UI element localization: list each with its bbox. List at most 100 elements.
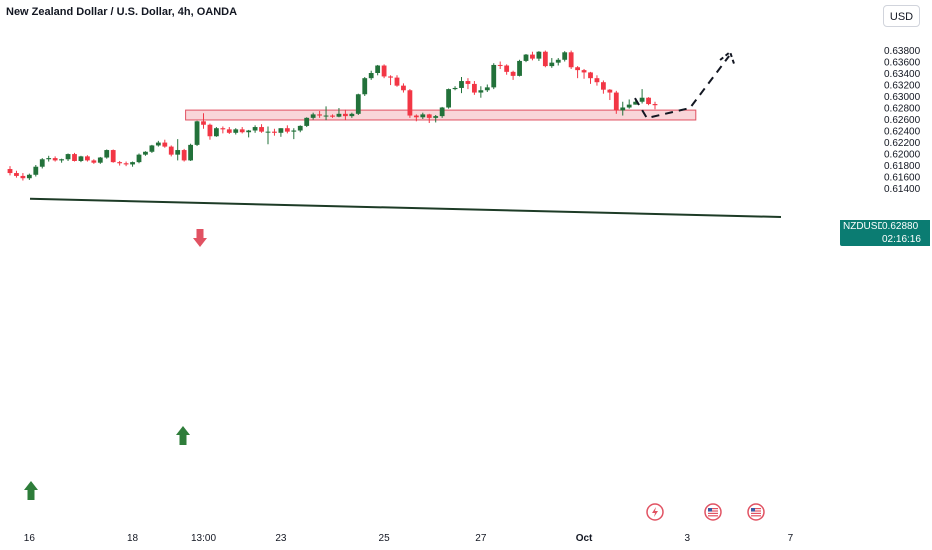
candle-body <box>497 64 503 66</box>
candle-body <box>607 89 613 93</box>
trendline-layer[interactable] <box>29 50 782 218</box>
candles <box>7 50 658 181</box>
x-tick-label: 7 <box>788 533 794 544</box>
candle-body <box>323 115 329 117</box>
projection-path <box>634 55 730 120</box>
candle-body <box>155 142 161 146</box>
candle-body <box>491 64 497 88</box>
candle-body <box>65 154 71 160</box>
candle-body <box>162 142 168 147</box>
candle-body <box>188 144 193 161</box>
candle-body <box>317 114 322 116</box>
candle-body <box>375 65 381 73</box>
candle-body <box>394 77 400 86</box>
candle-body <box>14 173 19 176</box>
y-tick-label: 0.62800 <box>884 104 921 115</box>
candle-body <box>310 114 316 118</box>
y-axis: 0.638000.636000.634000.632000.630000.628… <box>884 46 921 195</box>
candle-body <box>33 166 39 175</box>
candle-body <box>272 131 277 133</box>
candle-body <box>233 129 239 133</box>
candle-body <box>201 121 206 125</box>
candle-body <box>117 162 123 164</box>
candle-body <box>536 51 542 59</box>
candle-body <box>214 128 219 137</box>
x-axis: 16 18 13:00 23 25 27 Oct 3 7 <box>24 533 794 544</box>
candle-body <box>104 150 110 158</box>
candle-body <box>220 128 226 130</box>
y-tick-label: 0.62400 <box>884 127 921 138</box>
lightning-glyph <box>652 507 658 517</box>
y-tick-label: 0.63200 <box>884 81 921 92</box>
x-tick-label: 27 <box>475 533 487 544</box>
candle-body <box>336 113 342 117</box>
candle-body <box>20 175 26 179</box>
candle-body <box>601 82 606 90</box>
candle-body <box>575 67 580 71</box>
chart-title: New Zealand Dollar / U.S. Dollar, 4h, OA… <box>6 6 238 18</box>
candle-body <box>39 159 45 167</box>
candle-body <box>252 127 258 131</box>
candle-body <box>478 90 484 93</box>
candle-body <box>504 65 510 72</box>
candle-body <box>284 128 290 132</box>
candle-body <box>72 154 77 161</box>
y-tick-label: 0.61400 <box>884 184 921 195</box>
flag-stripe <box>708 508 718 510</box>
candle-body <box>149 145 155 152</box>
arrow-up-icon-stem <box>179 435 187 445</box>
candle-body <box>439 107 445 117</box>
x-tick-label: 16 <box>24 533 36 544</box>
candle-body <box>265 131 271 133</box>
candle-body <box>633 101 639 105</box>
candle-body <box>581 70 587 73</box>
candle-body <box>123 163 129 165</box>
candle-body <box>59 159 64 161</box>
currency-button[interactable]: USD <box>883 5 920 27</box>
candle-body <box>407 90 413 116</box>
y-tick-label: 0.61600 <box>884 173 921 184</box>
candle-body <box>459 81 464 88</box>
candle-body <box>194 121 200 145</box>
candle-body <box>91 160 97 163</box>
candle-body <box>420 114 426 118</box>
candle-body <box>465 81 471 84</box>
arrow-down-icon <box>193 238 207 247</box>
candle-body <box>588 72 593 79</box>
x-tick-label: 23 <box>275 533 287 544</box>
event-icons[interactable] <box>646 503 765 521</box>
candle-body <box>175 150 181 155</box>
us-flag-icon <box>747 503 765 521</box>
flag-canton <box>708 508 712 512</box>
candle-body <box>426 114 432 118</box>
candle-body <box>446 89 451 108</box>
candle-body <box>542 51 548 67</box>
candle-body <box>207 124 213 137</box>
candle-body <box>620 107 626 111</box>
flag-stripe <box>751 512 761 514</box>
candle-body <box>549 62 555 67</box>
arrow-up-icon-stem <box>27 490 35 500</box>
candle-body <box>297 125 303 131</box>
arrow-up-icon <box>24 481 38 490</box>
candle-body <box>484 87 490 91</box>
candle-body <box>110 150 116 163</box>
y-tick-label: 0.62200 <box>884 138 921 149</box>
y-tick-label: 0.63600 <box>884 58 921 69</box>
candle-body <box>226 129 232 133</box>
y-tick-label: 0.61800 <box>884 161 921 172</box>
candle-body <box>330 115 335 117</box>
candle-body <box>517 60 522 76</box>
arrow-up-icon <box>176 426 190 435</box>
candle-body <box>523 54 529 61</box>
candle-body <box>562 52 568 60</box>
markers <box>24 229 207 500</box>
flag-stripe <box>708 510 718 512</box>
candle-body <box>343 113 348 117</box>
candle-body <box>181 150 187 161</box>
x-tick-label: 18 <box>127 533 139 544</box>
candle-body <box>639 97 645 102</box>
y-tick-label: 0.62600 <box>884 115 921 126</box>
candle-body <box>278 128 284 133</box>
